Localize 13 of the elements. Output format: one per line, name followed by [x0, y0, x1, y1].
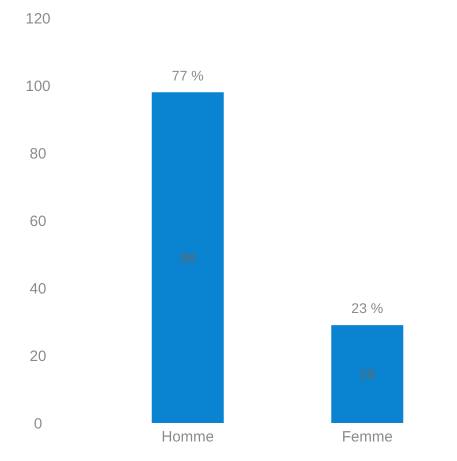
y-tick-label: 60	[30, 212, 46, 230]
annotation: 77 %	[172, 67, 204, 84]
x-tick-label: Femme	[342, 428, 393, 446]
x-tick-label: Homme	[161, 428, 214, 446]
y-tick-label: 100	[25, 78, 51, 95]
y-tick-label: 80	[30, 145, 46, 162]
y-tick-label: 0	[34, 415, 42, 432]
y-tick-label: 120	[25, 10, 51, 28]
data-label: 98	[180, 250, 196, 266]
annotation: 23 %	[351, 300, 384, 316]
y-tick-label: 40	[30, 280, 46, 298]
y-tick-label: 20	[30, 348, 46, 365]
data-label: 29	[359, 366, 376, 382]
